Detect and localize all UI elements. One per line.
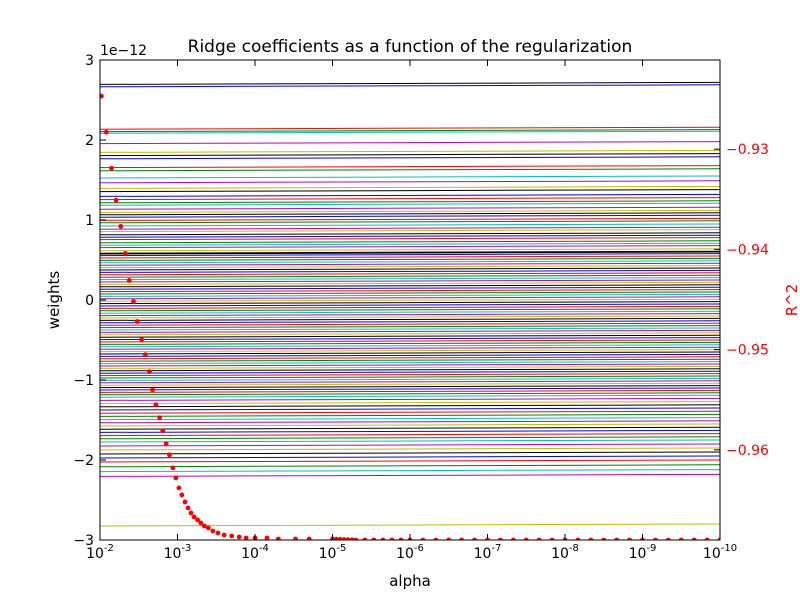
r2-point [153,402,159,408]
r2-point [188,510,194,516]
r2-point [170,465,176,471]
r2-point [498,537,503,540]
r2-point [333,536,339,540]
r2-point [167,452,172,458]
r2-point [100,93,104,99]
r2-point [549,537,555,540]
r2-point [349,537,355,540]
r2-point [523,537,529,540]
y-tick-label: −2 [73,453,94,469]
r2-point [614,537,620,540]
r2-point [123,251,128,256]
y2-tick-label: −0.94 [726,242,769,258]
r2-point [345,537,351,540]
y2-axis-label: R^2 [783,284,800,317]
r2-point [293,536,298,540]
y2-tick-label: −0.93 [726,142,769,158]
y-tick-label: 0 [85,293,94,309]
r2-point [472,537,477,540]
y-axis-label: weights [45,271,63,330]
y-tick-label: 2 [85,133,94,149]
r2-point [131,299,136,304]
r2-point [210,528,216,534]
r2-point [678,537,684,540]
r2-point [163,441,169,447]
y2-tick-label: −0.95 [726,343,769,359]
y-tick-label: −3 [73,533,94,549]
r2-point [389,537,395,540]
r2-point [275,536,281,540]
r2-point [191,514,197,520]
r2-point [205,525,211,531]
r2-point [126,278,132,283]
r2-point [150,387,155,393]
r2-point [446,537,452,540]
r2-point [134,319,140,324]
r2-point [704,537,710,540]
r2-point [264,535,270,540]
r2-point [142,352,148,358]
r2-point [147,369,152,375]
r2-point [229,533,235,539]
r2-point [341,537,347,540]
r2-series [100,93,720,540]
r2-point [179,492,185,498]
r2-point [201,523,207,529]
r2-point [176,485,182,491]
r2-point [113,197,119,203]
r2-point [198,520,204,526]
r2-point [627,537,632,540]
r2-point [215,530,221,536]
y-tick-label: 3 [85,53,94,69]
r2-point [337,536,343,540]
r2-point [362,537,368,540]
y2-tick-label: −0.96 [726,443,769,459]
y-tick-label: 1 [85,213,94,229]
r2-point [510,537,516,540]
r2-point [575,537,581,540]
r2-point [420,537,426,540]
r2-point [118,223,124,229]
chart-title: Ridge coefficients as a function of the … [188,37,633,57]
axis-ticks: 10-2 10-3 10-4 10-5 10-6 10-7 10-8 10-9 10-10321… [73,53,769,562]
y-offset-label: 1e−12 [100,43,147,59]
r2-point [160,428,166,434]
r2-point [398,537,404,540]
r2-point [157,415,163,421]
r2-point [195,517,201,523]
r2-point [306,536,312,540]
r2-point [380,537,386,540]
r2-point [691,537,697,540]
r2-point [236,534,242,540]
r2-point [653,537,658,540]
r2-point [601,537,607,540]
r2-point [459,537,465,540]
y-tick-label: −1 [73,373,94,389]
r2-point [185,505,191,511]
r2-point [433,537,439,540]
r2-point [109,165,114,171]
r2-point [139,337,145,342]
r2-point [665,537,671,540]
r2-point [717,537,720,540]
r2-point [536,537,542,540]
r2-point [243,535,249,540]
r2-point [353,537,359,540]
r2-point [588,537,594,540]
x-axis-label: alpha [389,572,431,590]
r2-point [371,537,377,540]
r2-point [182,499,188,505]
r2-point [173,475,179,481]
r2-point [221,532,227,538]
r2-point [103,129,109,135]
